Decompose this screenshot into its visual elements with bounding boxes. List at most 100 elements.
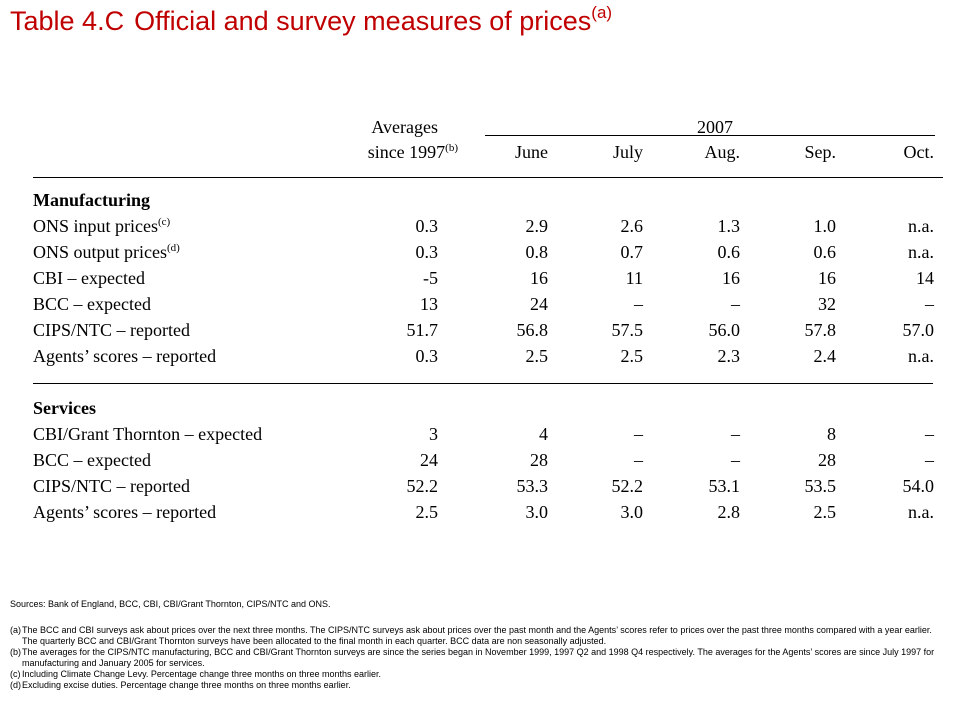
table-cell: 11 [625,268,643,288]
row-label: ONS output prices(d) [33,241,180,263]
section-title: Services [33,398,96,418]
table-cell: – [925,450,934,470]
table-cell: – [634,424,643,444]
table-cell: 57.0 [902,320,935,340]
table-cell: 2.6 [620,216,644,236]
footnote: (d) Excluding excise duties. Percentage c… [10,680,940,691]
row-label-text: BCC – expected [33,294,151,314]
row-label: CIPS/NTC – reported [33,319,190,341]
footnote-mark: (b) [10,647,21,657]
table-cell: 0.6 [717,242,741,262]
table-cell: – [731,294,740,314]
row-label: CBI – expected [33,267,145,289]
table-cell: -5 [423,268,438,288]
table-cell: n.a. [908,502,934,522]
table-cell: 53.3 [516,476,549,496]
table-cell: 16 [818,268,836,288]
row-label-text: Agents’ scores – reported [33,346,217,366]
row-label-text: ONS input prices [33,216,158,236]
footnote-text: Including Climate Change Levy. Percentag… [22,669,382,679]
table-cell: 2.8 [717,502,741,522]
table-cell: 3.0 [525,502,549,522]
header-rule [33,177,943,178]
table-cell: 54.0 [902,476,935,496]
table-cell: 56.8 [516,320,549,340]
averages-header-text: since 1997 [367,142,446,162]
table-cell: n.a. [908,242,934,262]
table-cell: 2.9 [525,216,549,236]
row-label-text: ONS output prices [33,242,167,262]
row-note-mark: (d) [167,242,180,254]
table-cell: 3.0 [620,502,644,522]
table-number: Table 4.C [10,6,125,36]
row-label-text: BCC – expected [33,450,151,470]
year-underline [485,135,935,136]
table-cell: 2.5 [620,346,644,366]
table-cell: 24 [420,450,438,470]
month-header: June [515,142,548,162]
row-label: CBI/Grant Thornton – expected [33,423,262,445]
table-cell: 3 [429,424,438,444]
table-cell: 53.1 [708,476,741,496]
table-title-text: Official and survey measures of prices [134,6,592,36]
table-cell: n.a. [908,216,934,236]
table-cell: 56.0 [708,320,741,340]
footnote-text: The averages for the CIPS/NTC manufactur… [22,647,935,668]
row-label: CIPS/NTC – reported [33,475,190,497]
section-divider [33,383,933,384]
table-cell: 16 [530,268,548,288]
row-label: ONS input prices(c) [33,215,170,237]
table-cell: 0.3 [415,346,439,366]
table-cell: – [634,294,643,314]
footnote-mark: (a) [10,625,21,635]
footnote-mark: (d) [10,680,21,690]
section-title: Manufacturing [33,190,150,210]
table-cell: 0.6 [813,242,837,262]
footnote-text: Excluding excise duties. Percentage chan… [22,680,351,690]
table-cell: 13 [420,294,438,314]
month-header: Aug. [704,142,741,162]
month-header: July [612,142,643,162]
table-cell: 24 [530,294,548,314]
averages-header-line1: Averages [371,117,438,137]
footnote-list: (a) The BCC and CBI surveys ask about pri… [10,625,940,691]
table-cell: 0.7 [620,242,644,262]
footnote-text: The BCC and CBI surveys ask about prices… [22,625,932,646]
table-cell: 2.5 [415,502,439,522]
table-cell: – [925,294,934,314]
row-label: BCC – expected [33,293,151,315]
table-cell: n.a. [908,346,934,366]
table-cell: 53.5 [804,476,837,496]
averages-header-line2: since 1997(b) [280,141,458,163]
title-note-mark: (a) [591,3,613,22]
footnote: (a) The BCC and CBI surveys ask about pri… [10,625,940,647]
table-cell: – [731,424,740,444]
table-cell: 0.3 [415,242,439,262]
sources-note: Sources: Bank of England, BCC, CBI, CBI/… [10,599,331,609]
table-cell: 0.8 [525,242,549,262]
table-cell: 52.2 [406,476,439,496]
table-cell: 2.4 [813,346,837,366]
table-cell: 51.7 [406,320,439,340]
table-cell: 2.5 [525,346,549,366]
row-label: Agents’ scores – reported [33,345,216,367]
row-label-text: CIPS/NTC – reported [33,320,190,340]
table-cell: 14 [916,268,934,288]
table-cell: 1.0 [813,216,837,236]
table-cell: 28 [818,450,836,470]
table-cell: 8 [827,424,836,444]
row-label-text: CBI/Grant Thornton – expected [33,424,263,444]
table-cell: 57.8 [804,320,837,340]
row-note-mark: (c) [158,216,171,228]
table-cell: – [925,424,934,444]
month-header: Sep. [804,142,837,162]
row-label-text: CBI – expected [33,268,145,288]
table-cell: 2.5 [813,502,837,522]
page-title: Table 4.C Official and survey measures of… [10,3,613,37]
table-cell: 28 [530,450,548,470]
footnote: (c) Including Climate Change Levy. Percen… [10,669,940,680]
year-header: 2007 [697,117,733,137]
table-cell: – [634,450,643,470]
table-cell: 0.3 [415,216,439,236]
averages-header-note: (b) [445,142,458,154]
